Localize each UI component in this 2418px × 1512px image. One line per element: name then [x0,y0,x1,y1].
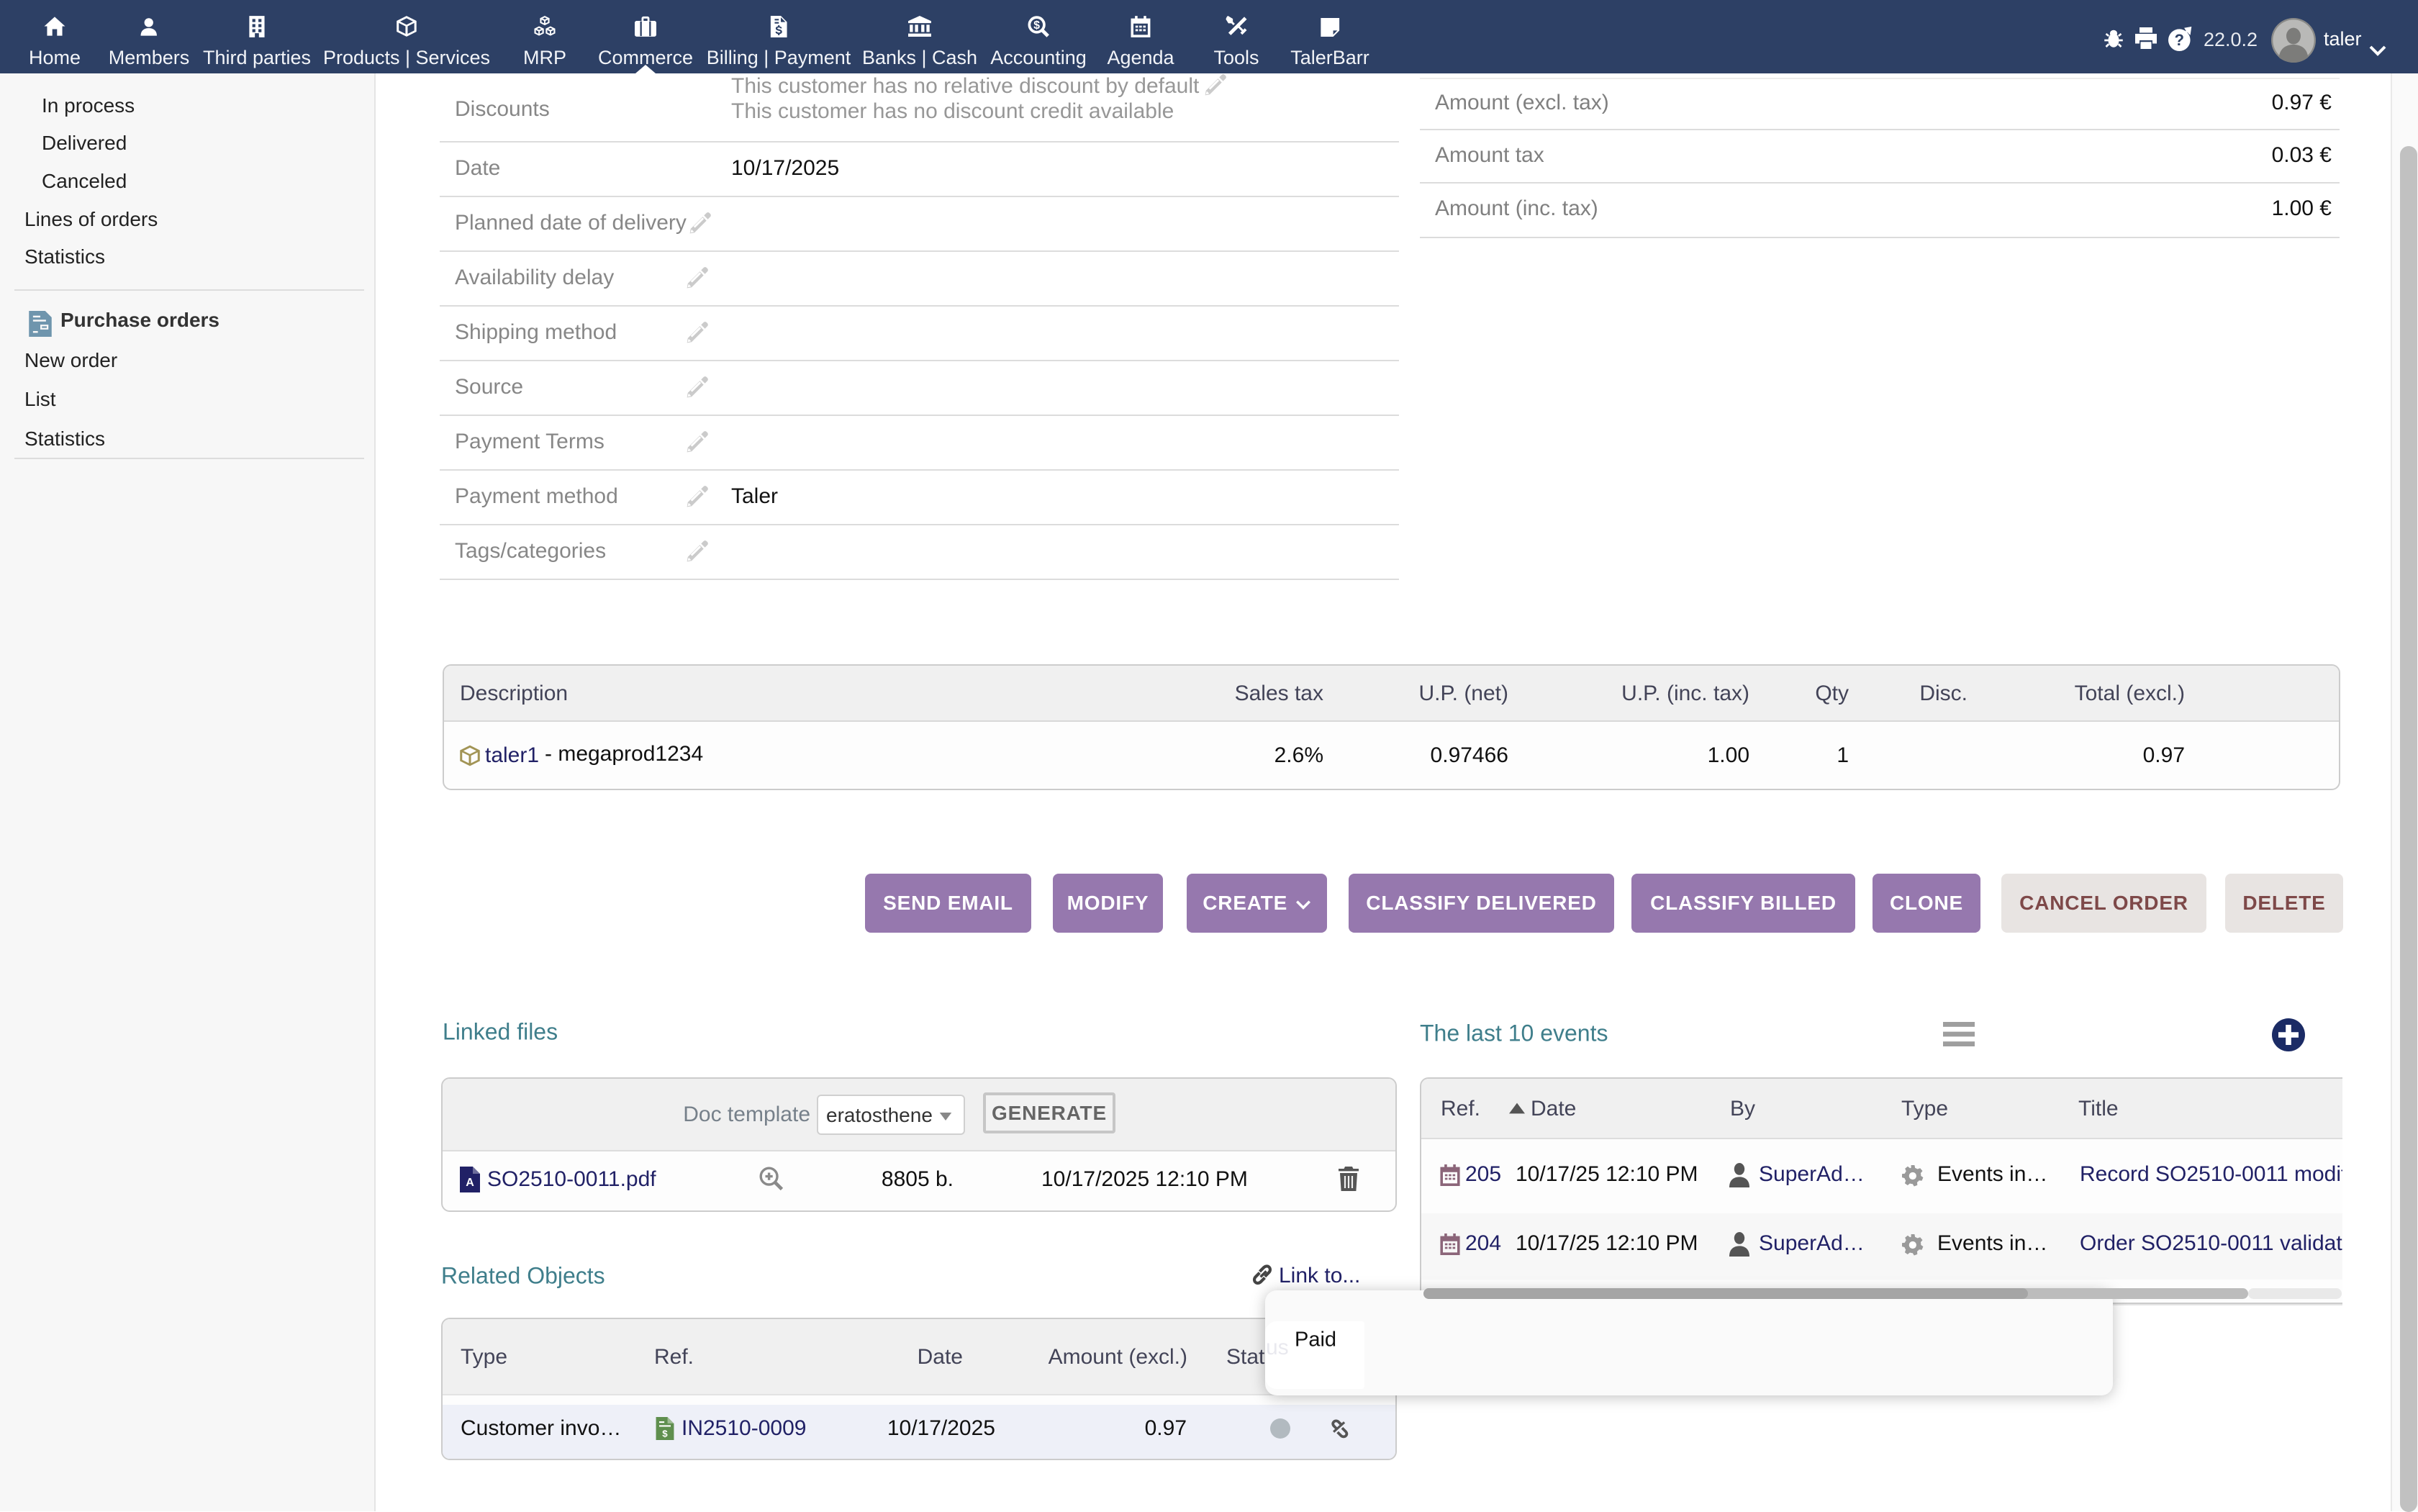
svg-text:$: $ [1033,19,1040,32]
svg-text:A: A [466,1177,474,1189]
svg-text:?: ? [2175,31,2185,49]
svg-text:$: $ [662,1429,668,1439]
